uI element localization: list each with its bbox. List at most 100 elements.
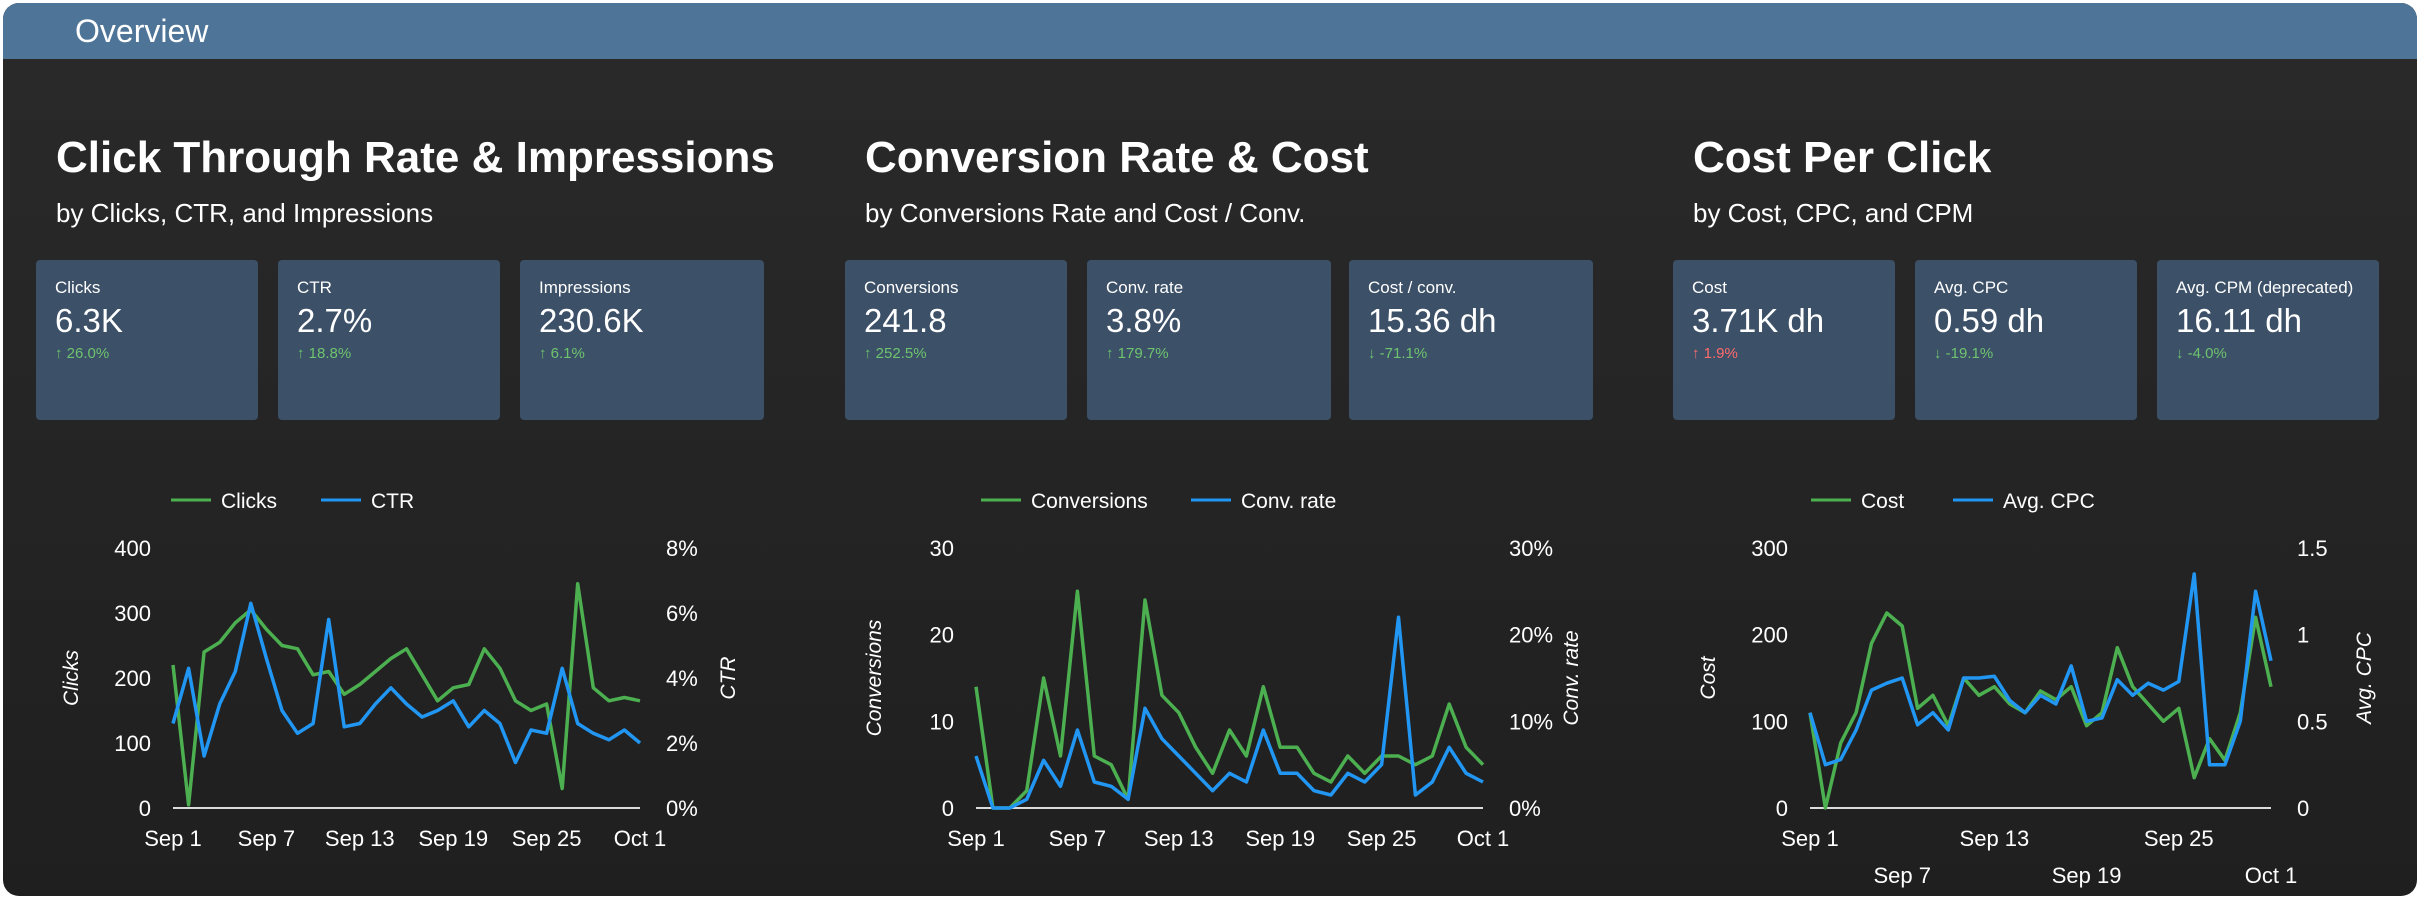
scorecard-avg-cpc[interactable]: Avg. CPC 0.59 dh ↓ -19.1% [1915, 260, 2137, 420]
scorecard-value: 3.8% [1106, 302, 1182, 339]
y-tick-left: 300 [1751, 536, 1788, 561]
scorecard-delta: ↑ 6.1% [539, 345, 585, 362]
overview-header: Overview [3, 3, 2417, 59]
x-tick-label: Sep 19 [2052, 863, 2122, 888]
scorecard-delta: ↑ 179.7% [1106, 345, 1169, 362]
y-axis-title-left: Clicks [60, 650, 83, 706]
scorecard-delta: ↓ -19.1% [1934, 345, 1994, 362]
y-tick-right: 0 [2297, 796, 2309, 821]
y-tick-right: 30% [1509, 536, 1553, 561]
y-tick-left: 30 [930, 536, 954, 561]
scorecard-delta: ↑ 1.9% [1692, 345, 1738, 362]
x-tick-label: Sep 1 [1781, 826, 1839, 851]
x-tick-label: Sep 19 [1245, 826, 1315, 851]
section-subtitle-ctr: by Clicks, CTR, and Impressions [56, 198, 434, 228]
series-line-conv-rate[interactable] [974, 615, 1484, 810]
scorecard-label: Avg. CPC [1934, 278, 2009, 297]
y-tick-left: 200 [114, 666, 151, 691]
y-axis-title-right: CTR [717, 656, 740, 699]
y-tick-right: 4% [666, 666, 698, 691]
x-tick-label: Sep 19 [418, 826, 488, 851]
scorecard-value: 241.8 [864, 302, 947, 339]
x-tick-label: Sep 13 [325, 826, 395, 851]
scorecard-label: Conversions [864, 278, 959, 297]
scorecard-value: 230.6K [539, 302, 644, 339]
scorecard-value: 16.11 dh [2176, 302, 2303, 339]
scorecard-delta: ↓ -4.0% [2176, 345, 2227, 362]
scorecard-label: Conv. rate [1106, 278, 1184, 297]
section-subtitle-conversion: by Conversions Rate and Cost / Conv. [865, 198, 1306, 228]
legend-label-1[interactable]: CTR [371, 490, 414, 513]
y-tick-right: 20% [1509, 623, 1553, 648]
x-tick-label: Oct 1 [1457, 826, 1510, 851]
scorecard-label: Clicks [55, 278, 101, 297]
section-title-conversion: Conversion Rate & Cost [865, 133, 1369, 182]
series-line-conversions[interactable] [974, 589, 1485, 810]
scorecard-clicks[interactable]: Clicks 6.3K ↑ 26.0% [36, 260, 258, 420]
scorecard-cost-per-conv[interactable]: Cost / conv. 15.36 dh ↓ -71.1% [1349, 260, 1593, 420]
y-axis-title-right: Avg. CPC [2353, 631, 2376, 726]
legend-label-1[interactable]: Avg. CPC [2003, 490, 2095, 513]
scorecard-label: Cost [1692, 278, 1727, 297]
x-tick-label: Sep 13 [1144, 826, 1214, 851]
y-axis-title-left: Conversions [863, 619, 886, 736]
x-tick-label: Oct 1 [2245, 863, 2298, 888]
scorecard-value: 2.7% [297, 302, 373, 339]
y-tick-right: 0% [1509, 796, 1541, 821]
scorecard-conv-rate[interactable]: Conv. rate 3.8% ↑ 179.7% [1087, 260, 1331, 420]
y-axis-title-right: Conv. rate [1560, 630, 1583, 725]
scorecard-avg-cpm[interactable]: Avg. CPM (deprecated) 16.11 dh ↓ -4.0% [2157, 260, 2379, 420]
y-tick-left: 400 [114, 536, 151, 561]
scorecard-label: Avg. CPM (deprecated) [2176, 278, 2354, 297]
series-line-cost[interactable] [1808, 611, 2273, 810]
y-tick-right: 0% [666, 796, 698, 821]
y-axis-title-left: Cost [1697, 655, 1720, 699]
scorecard-value: 0.59 dh [1934, 302, 2045, 339]
y-tick-left: 200 [1751, 623, 1788, 648]
x-tick-label: Sep 1 [144, 826, 202, 851]
y-tick-right: 6% [666, 601, 698, 626]
series-line-avg-cpc[interactable] [1808, 572, 2273, 767]
scorecard-impressions[interactable]: Impressions 230.6K ↑ 6.1% [520, 260, 764, 420]
scorecard-label: Cost / conv. [1368, 278, 1457, 297]
y-tick-right: 1.5 [2297, 536, 2328, 561]
legend-label-1[interactable]: Conv. rate [1241, 490, 1336, 513]
overview-title: Overview [75, 13, 209, 49]
scorecard-conversions[interactable]: Conversions 241.8 ↑ 252.5% [845, 260, 1067, 420]
x-tick-label: Sep 13 [1960, 826, 2030, 851]
scorecard-ctr[interactable]: CTR 2.7% ↑ 18.8% [278, 260, 500, 420]
section-title-ctr: Click Through Rate & Impressions [56, 133, 775, 182]
scorecard-delta: ↓ -71.1% [1368, 345, 1428, 362]
y-tick-right: 0.5 [2297, 709, 2328, 734]
series-line-ctr[interactable] [171, 601, 642, 765]
legend-label-0[interactable]: Clicks [221, 490, 277, 513]
scorecard-label: CTR [297, 278, 332, 297]
x-tick-label: Sep 1 [947, 826, 1005, 851]
chart-conversions-rate: Conversions Conv. rate 0 10 20 30 0% 10% 20% 30% C… [863, 490, 1583, 851]
x-tick-label: Oct 1 [614, 826, 667, 851]
scorecard-delta: ↑ 26.0% [55, 345, 110, 362]
x-tick-label: Sep 25 [1347, 826, 1417, 851]
scorecard-label: Impressions [539, 278, 631, 297]
y-tick-left: 10 [930, 709, 954, 734]
x-tick-label: Sep 7 [238, 826, 296, 851]
y-tick-right: 1 [2297, 623, 2309, 648]
scorecard-value: 15.36 dh [1368, 302, 1497, 339]
y-tick-left: 0 [942, 796, 954, 821]
section-title-cpc: Cost Per Click [1693, 133, 1992, 182]
scorecard-value: 6.3K [55, 302, 123, 339]
overview-panel: Overview Click Through Rate & Impression… [3, 3, 2417, 896]
x-tick-label: Sep 25 [512, 826, 582, 851]
scorecard-value: 3.71K dh [1692, 302, 1825, 339]
scorecard-delta: ↑ 18.8% [297, 345, 352, 362]
chart-cost-cpc: Cost Avg. CPC 0 100 200 300 0 0.5 1 1.5 Cost Avg. C… [1697, 490, 2376, 888]
scorecard-cost[interactable]: Cost 3.71K dh ↑ 1.9% [1673, 260, 1895, 420]
y-tick-left: 300 [114, 601, 151, 626]
x-tick-label: Sep 7 [1049, 826, 1107, 851]
y-tick-left: 0 [1776, 796, 1788, 821]
y-tick-right: 10% [1509, 709, 1553, 734]
legend-label-0[interactable]: Conversions [1031, 490, 1148, 513]
y-tick-right: 8% [666, 536, 698, 561]
y-tick-left: 100 [1751, 709, 1788, 734]
legend-label-0[interactable]: Cost [1861, 490, 1904, 513]
